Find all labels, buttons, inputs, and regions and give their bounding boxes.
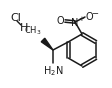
Text: −: − [90, 10, 97, 18]
Text: Cl: Cl [10, 13, 21, 23]
Text: O: O [85, 12, 93, 22]
Text: N: N [71, 18, 78, 28]
Text: +: + [78, 16, 84, 22]
Text: O: O [56, 16, 63, 26]
Text: CH$_3$: CH$_3$ [24, 24, 42, 37]
Text: H$_2$N: H$_2$N [42, 64, 63, 78]
Polygon shape [41, 38, 53, 50]
Text: H: H [20, 23, 28, 33]
